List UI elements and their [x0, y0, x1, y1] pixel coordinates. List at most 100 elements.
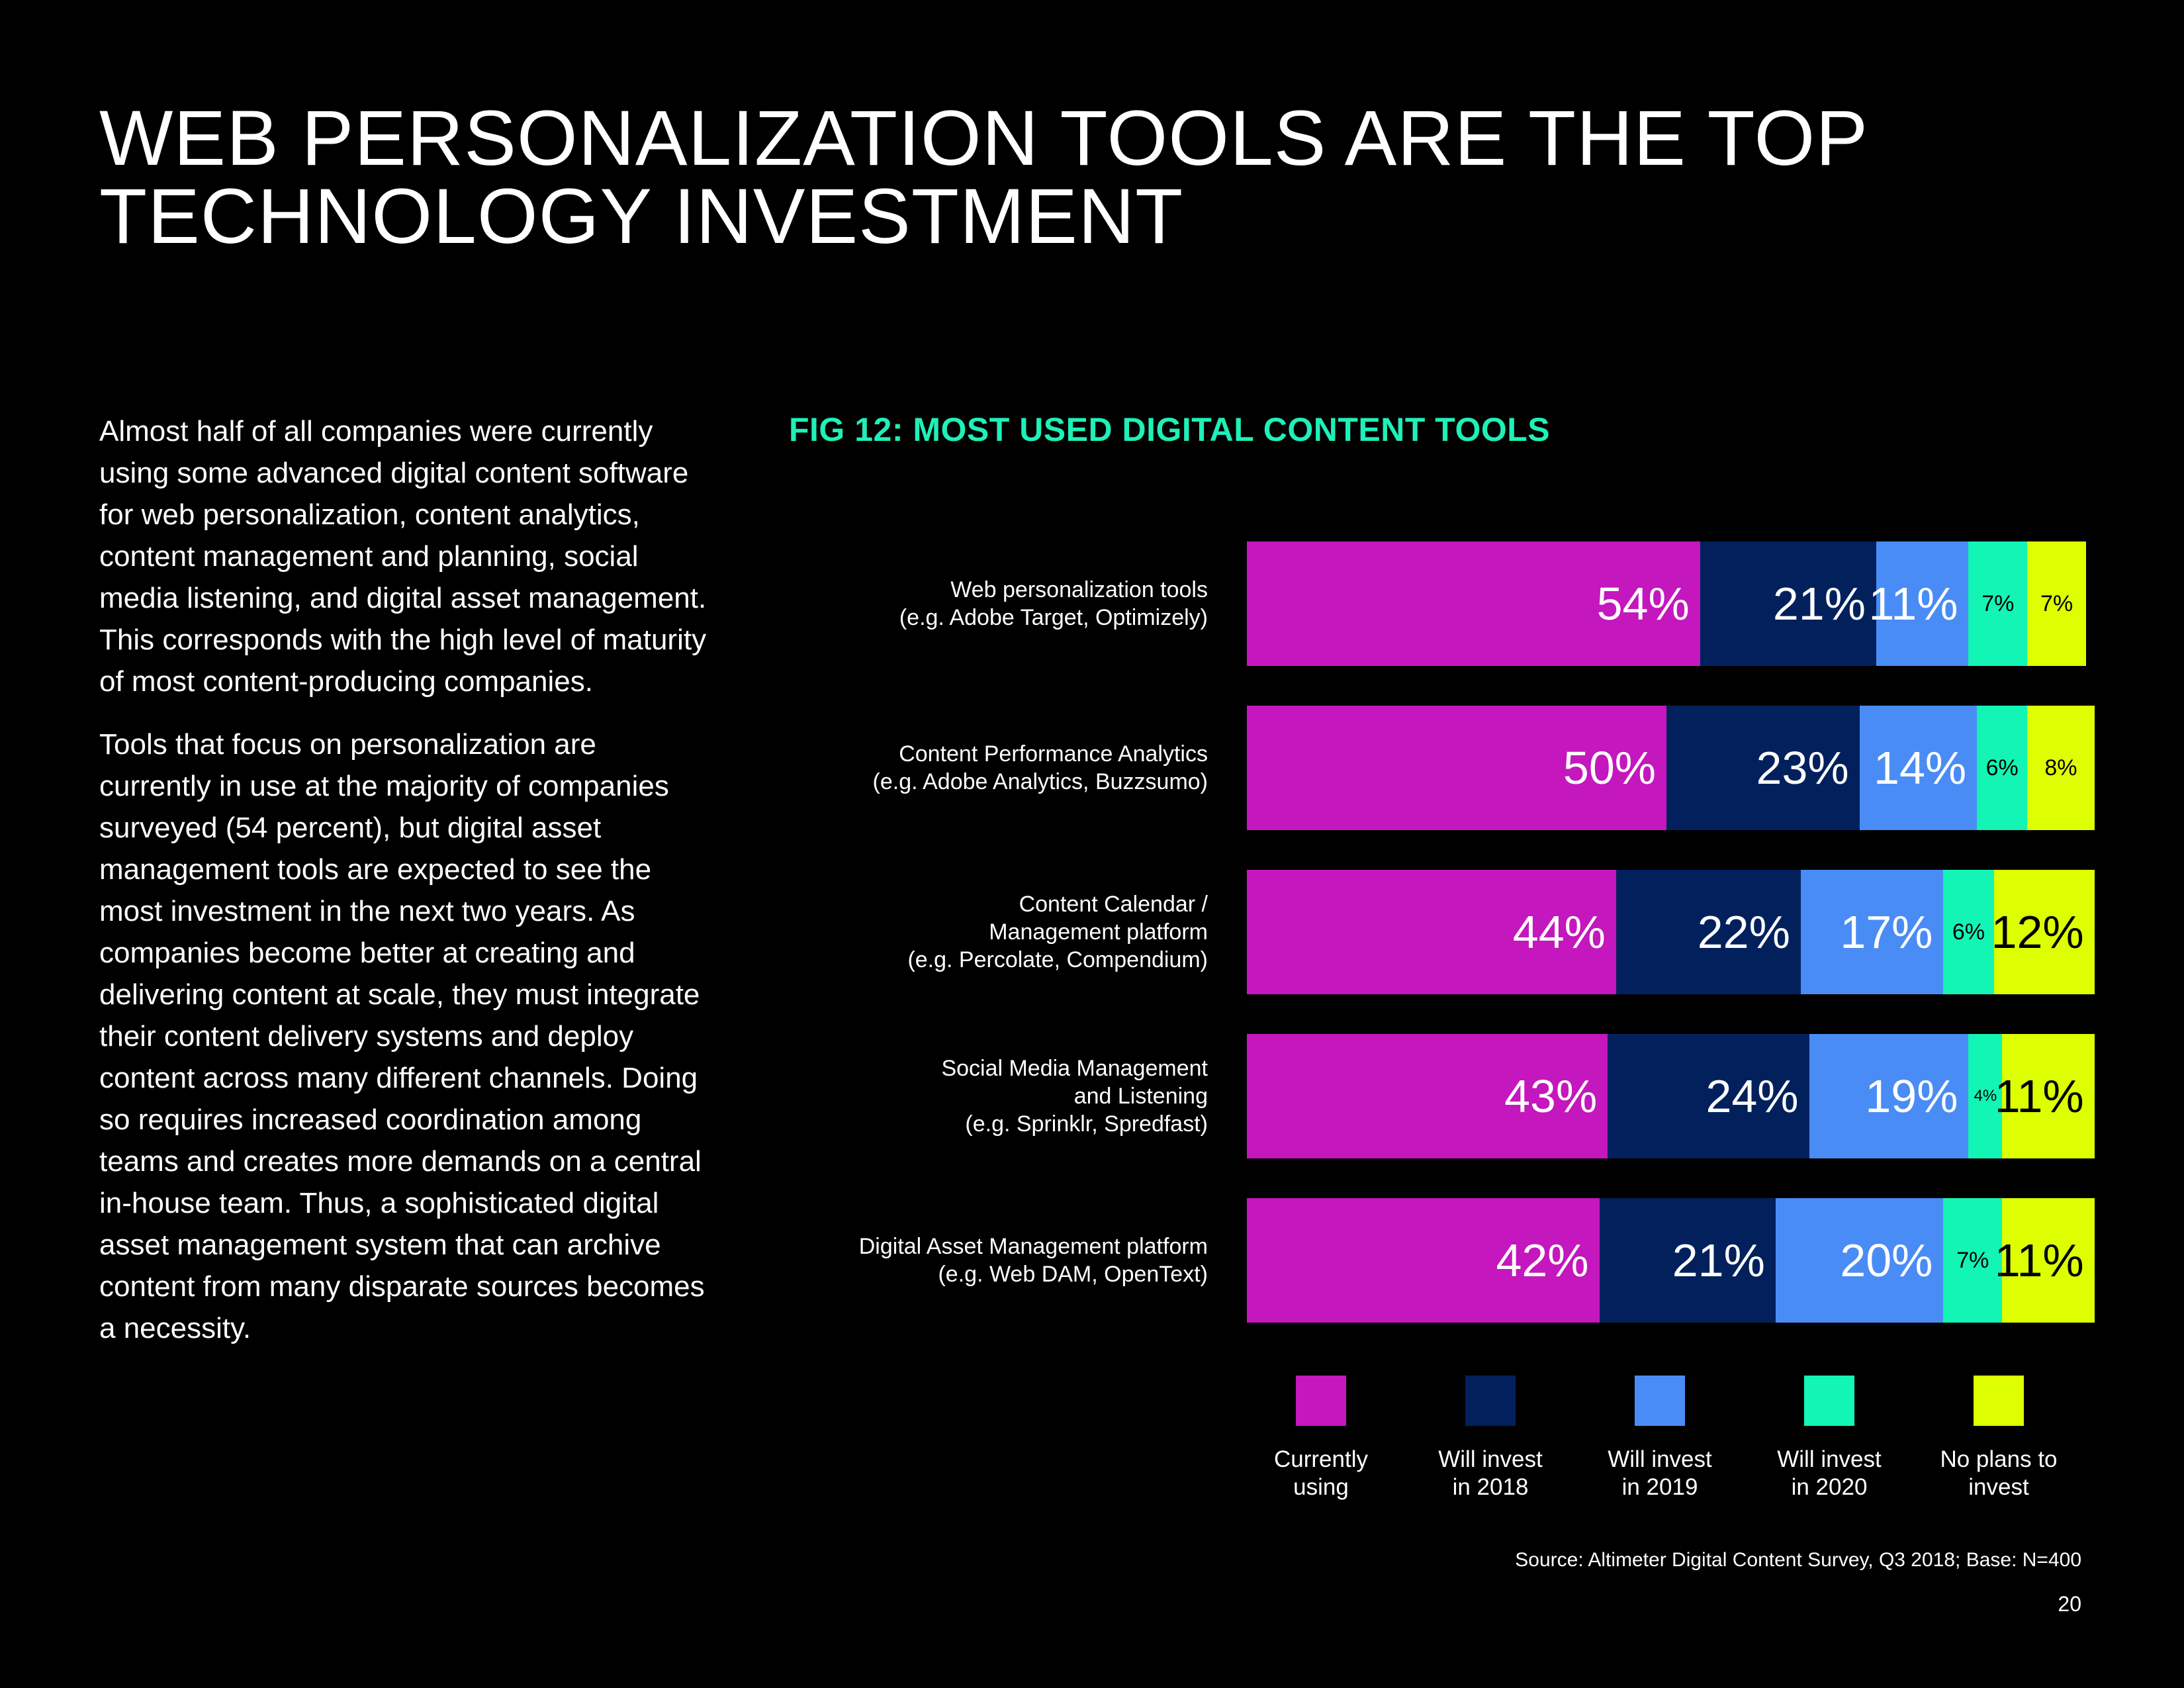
category-label-line: (e.g. Adobe Analytics, Buzzsumo) [872, 769, 1208, 794]
data-label: 7% [1981, 590, 2015, 616]
category-label: Digital Asset Management platform (e.g. W… [748, 1233, 1208, 1288]
legend-label-line: Will invest [1438, 1446, 1543, 1472]
legend-item: Will invest in 2020 [1747, 1376, 1912, 1501]
page-title-line-1: WEB PERSONALIZATION TOOLS ARE THE TOP [99, 95, 1869, 182]
category-label: Content Calendar / Management platform (e.… [748, 890, 1208, 974]
bar-segment: 6% [1943, 870, 1994, 994]
body-paragraph-1: Almost half of all companies were curren… [99, 415, 707, 698]
legend-label: Currently using [1238, 1446, 1404, 1501]
legend-item: Will invest in 2019 [1577, 1376, 1743, 1501]
legend-swatch [1296, 1376, 1346, 1426]
data-label: 19% [1865, 1070, 1958, 1122]
legend-label: No plans to invest [1916, 1446, 2081, 1501]
legend-item: Will invest in 2018 [1408, 1376, 1573, 1501]
bar-row: 54% 21% 11% 7% 7% [1247, 541, 2086, 666]
bar-segment: 54% [1247, 541, 1700, 666]
body-paragraph-2: Tools that focus on personalization are … [99, 728, 705, 1344]
category-label-line: Management platform [989, 919, 1208, 945]
bar-segment: 11% [1869, 541, 1969, 666]
page-title-line-2: TECHNOLOGY INVESTMENT [99, 173, 1184, 260]
bar-row: 42% 21% 20% 7% 11% [1247, 1198, 2095, 1323]
data-label: 54% [1596, 578, 1690, 630]
bar-segment: 4% [1968, 1034, 2003, 1158]
category-label-line: Web personalization tools [950, 577, 1208, 602]
category-label-line: Content Performance Analytics [899, 741, 1208, 767]
legend-label-line: in 2018 [1452, 1474, 1529, 1500]
legend-label: Will invest in 2018 [1408, 1446, 1573, 1501]
legend-label-line: Will invest [1608, 1446, 1712, 1472]
bar-segment: 21% [1599, 1198, 1776, 1323]
bar-segment: 23% [1666, 706, 1860, 830]
data-label: 11% [1994, 1235, 2084, 1286]
data-label: 22% [1697, 906, 1790, 958]
data-label: 6% [1952, 919, 1985, 945]
legend-label: Will invest in 2019 [1577, 1446, 1743, 1501]
data-label: 11% [1994, 1070, 2084, 1122]
data-label: 7% [1956, 1247, 1989, 1273]
bar-segment: 22% [1615, 870, 1801, 994]
category-label-line: (e.g. Adobe Target, Optimizely) [899, 605, 1208, 630]
legend-swatch [1465, 1376, 1516, 1426]
data-label: 24% [1706, 1070, 1799, 1122]
legend-label: Will invest in 2020 [1747, 1446, 1912, 1501]
bar-segment: 24% [1608, 1034, 1809, 1158]
data-label: 7% [2040, 590, 2073, 616]
category-label-line: (e.g. Web DAM, OpenText) [938, 1262, 1208, 1287]
category-label-line: and Listening [1073, 1084, 1208, 1109]
data-label: 21% [1672, 1235, 1765, 1286]
bar-segment: 17% [1800, 870, 1944, 994]
category-label: Web personalization tools (e.g. Adobe Tar… [748, 576, 1208, 632]
bar-row: 43% 24% 19% 4% 11% [1247, 1034, 2095, 1158]
bar-segment: 11% [1995, 1198, 2095, 1323]
bar-row: 50% 23% 14% 6% 8% [1247, 706, 2095, 830]
bar-segment: 7% [1968, 541, 2028, 666]
data-label: 21% [1772, 578, 1866, 630]
data-label: 23% [1756, 742, 1849, 794]
legend-item: Currently using [1238, 1376, 1404, 1501]
bar-segment: 20% [1775, 1198, 1944, 1323]
data-label: 8% [2044, 755, 2077, 780]
bar-segment: 50% [1247, 706, 1666, 830]
legend-item: No plans to invest [1916, 1376, 2081, 1501]
data-label: 6% [1985, 755, 2019, 780]
data-label: 17% [1840, 906, 1933, 958]
legend-swatch [1804, 1376, 1854, 1426]
data-label: 12% [1991, 906, 2084, 958]
legend-label-line: using [1293, 1474, 1349, 1500]
bar-segment: 21% [1700, 541, 1876, 666]
bar-row: 44% 22% 17% 6% 12% [1247, 870, 2095, 994]
page-title: WEB PERSONALIZATION TOOLS ARE THE TOP TE… [99, 99, 2019, 256]
category-label-line: Digital Asset Management platform [858, 1234, 1208, 1259]
legend-label-line: in 2019 [1621, 1474, 1698, 1500]
category-label-line: Content Calendar / [1019, 892, 1208, 917]
legend-label-line: No plans to [1940, 1446, 2058, 1472]
bar-segment: 7% [2027, 541, 2086, 666]
category-label: Social Media Management and Listening (e.g… [748, 1055, 1208, 1138]
category-label-line: (e.g. Percolate, Compendium) [907, 947, 1208, 972]
bar-segment: 42% [1247, 1198, 1600, 1323]
data-label: 14% [1874, 742, 1967, 794]
category-label: Content Performance Analytics (e.g. Adobe… [748, 740, 1208, 796]
data-label: 50% [1563, 742, 1656, 794]
bar-segment: 12% [1991, 870, 2095, 994]
legend-swatch [1635, 1376, 1685, 1426]
bar-segment: 19% [1809, 1034, 1969, 1158]
legend-label-line: Currently [1274, 1446, 1368, 1472]
bar-segment: 43% [1247, 1034, 1608, 1158]
source-note: Source: Altimeter Digital Content Survey… [1515, 1549, 2081, 1571]
data-label: 44% [1512, 906, 1606, 958]
category-label-line: Social Media Management [941, 1056, 1208, 1081]
bar-segment: 7% [1943, 1198, 2003, 1323]
category-label-line: (e.g. Sprinklr, Spredfast) [965, 1111, 1208, 1137]
bar-segment: 6% [1977, 706, 2028, 830]
legend-swatch [1974, 1376, 2024, 1426]
bar-segment: 14% [1859, 706, 1978, 830]
figure-title: FIG 12: MOST USED DIGITAL CONTENT TOOLS [789, 411, 1551, 448]
bar-segment: 8% [2027, 706, 2095, 830]
bar-segment: 11% [1995, 1034, 2095, 1158]
data-label: 4% [1974, 1087, 1997, 1105]
legend-label-line: in 2020 [1791, 1474, 1868, 1500]
data-label: 42% [1496, 1235, 1589, 1286]
page-number: 20 [2058, 1592, 2081, 1616]
data-label: 20% [1840, 1235, 1933, 1286]
